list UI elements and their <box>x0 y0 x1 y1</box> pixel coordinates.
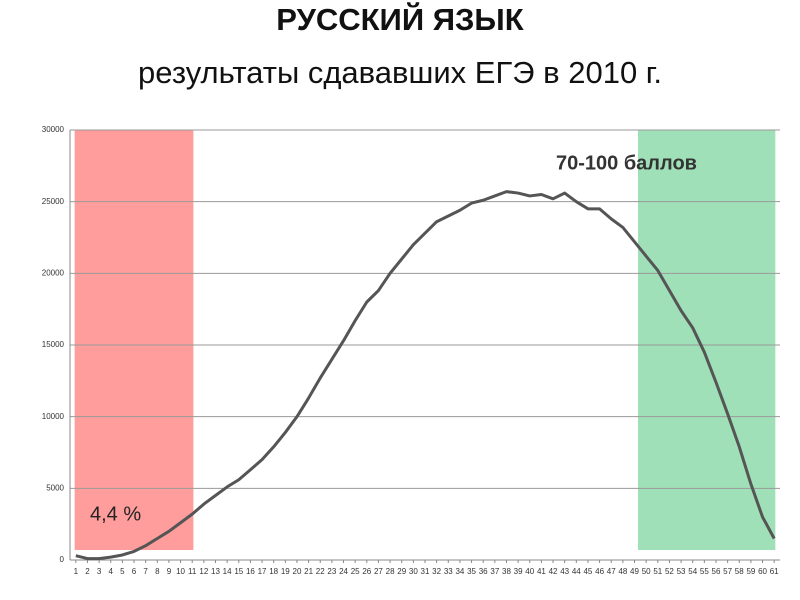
x-tick-label: 3 <box>97 567 102 576</box>
x-tick-label: 19 <box>281 567 290 576</box>
highlight-region <box>74 130 194 550</box>
chart-subtitle: результаты сдававших ЕГЭ в 2010 г. <box>138 55 662 90</box>
x-tick-label: 23 <box>327 567 336 576</box>
x-tick-label: 51 <box>653 567 662 576</box>
x-tick-label: 45 <box>583 567 592 576</box>
x-tick-label: 50 <box>642 567 651 576</box>
x-tick-label: 16 <box>246 567 255 576</box>
annotation: 4,4 % <box>90 503 141 525</box>
x-tick-label: 5 <box>120 567 125 576</box>
x-tick-label: 8 <box>155 567 160 576</box>
background-layer <box>69 129 780 563</box>
x-tick-label: 30 <box>409 567 418 576</box>
y-tick-label: 30000 <box>42 125 65 134</box>
data-line <box>75 190 776 561</box>
x-tick-label: 22 <box>316 567 325 576</box>
x-tick-label: 38 <box>502 567 511 576</box>
x-tick-label: 39 <box>514 567 523 576</box>
x-tick-label: 46 <box>595 567 604 576</box>
x-tick-label: 10 <box>176 567 185 576</box>
x-tick-label: 28 <box>386 567 395 576</box>
x-tick-label: 53 <box>677 567 686 576</box>
x-tick-label: 41 <box>537 567 546 576</box>
x-tick-label: 9 <box>167 567 172 576</box>
x-tick-label: 24 <box>339 567 348 576</box>
x-tick-label: 60 <box>758 567 767 576</box>
x-tick-label: 18 <box>269 567 278 576</box>
x-tick-label: 44 <box>572 567 581 576</box>
x-tick-label: 14 <box>223 567 232 576</box>
x-tick-label: 58 <box>735 567 744 576</box>
x-tick-label: 54 <box>688 567 697 576</box>
x-tick-label: 33 <box>444 567 453 576</box>
x-tick-label: 26 <box>362 567 371 576</box>
y-tick-label: 20000 <box>42 268 65 277</box>
y-tick-label: 25000 <box>42 197 65 206</box>
y-tick-label: 15000 <box>42 340 65 349</box>
x-tick-label: 21 <box>304 567 313 576</box>
x-tick-label: 29 <box>397 567 406 576</box>
x-tick-label: 47 <box>607 567 616 576</box>
annotation: 70-100 баллов <box>556 152 697 174</box>
x-tick-label: 55 <box>700 567 709 576</box>
x-tick-label: 27 <box>374 567 383 576</box>
x-tick-label: 35 <box>467 567 476 576</box>
x-tick-label: 2 <box>85 567 90 576</box>
x-tick-label: 49 <box>630 567 639 576</box>
y-tick-label: 10000 <box>42 412 65 421</box>
x-tick-label: 7 <box>143 567 148 576</box>
x-tick-label: 59 <box>746 567 755 576</box>
x-tick-label: 34 <box>455 567 464 576</box>
x-tick-label: 57 <box>723 567 732 576</box>
x-tick-label: 40 <box>525 567 534 576</box>
x-tick-label: 12 <box>199 567 208 576</box>
x-tick-label: 52 <box>665 567 674 576</box>
y-tick-label: 5000 <box>46 483 64 492</box>
x-tick-label: 32 <box>432 567 441 576</box>
y-tick-label: 0 <box>60 555 65 564</box>
x-tick-label: 11 <box>188 567 197 576</box>
x-tick-label: 31 <box>421 567 430 576</box>
x-tick-label: 42 <box>549 567 558 576</box>
x-tick-label: 43 <box>560 567 569 576</box>
x-tick-label: 1 <box>74 567 79 576</box>
x-tick-label: 6 <box>132 567 137 576</box>
x-tick-label: 36 <box>479 567 488 576</box>
x-tick-label: 48 <box>618 567 627 576</box>
x-tick-label: 17 <box>258 567 267 576</box>
x-tick-label: 37 <box>490 567 499 576</box>
x-tick-label: 15 <box>234 567 243 576</box>
x-tick-label: 61 <box>770 567 779 576</box>
x-tick-label: 4 <box>109 567 114 576</box>
chart-title: РУССКИЙ ЯЗЫК <box>276 2 524 37</box>
x-tick-label: 56 <box>712 567 721 576</box>
highlight-region <box>638 130 776 550</box>
x-tick-label: 25 <box>351 567 360 576</box>
x-tick-label: 20 <box>293 567 302 576</box>
x-tick-label: 13 <box>211 567 220 576</box>
